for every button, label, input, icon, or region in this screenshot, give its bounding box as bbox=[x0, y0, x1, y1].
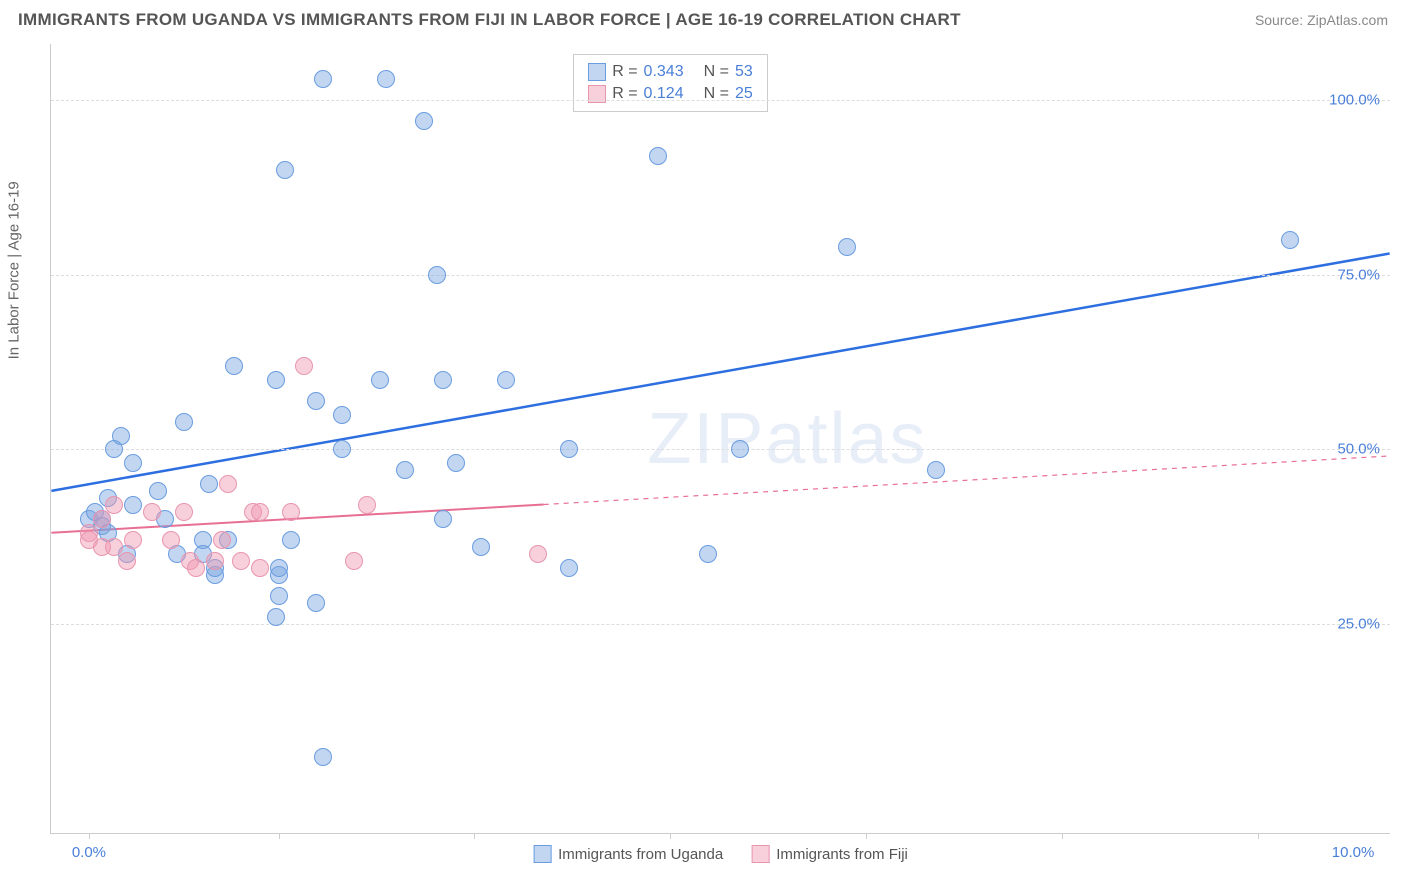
x-tick-mark bbox=[279, 833, 280, 839]
legend-n-value: 53 bbox=[735, 63, 753, 81]
data-point-uganda bbox=[149, 482, 167, 500]
data-point-fiji bbox=[295, 357, 313, 375]
x-tick-mark bbox=[474, 833, 475, 839]
x-tick-label: 10.0% bbox=[1332, 844, 1375, 861]
data-point-fiji bbox=[219, 475, 237, 493]
y-tick-label: 25.0% bbox=[1337, 616, 1380, 633]
legend-series-name: Immigrants from Fiji bbox=[776, 846, 908, 863]
data-point-uganda bbox=[731, 440, 749, 458]
data-point-uganda bbox=[415, 112, 433, 130]
data-point-uganda bbox=[560, 440, 578, 458]
x-tick-label: 0.0% bbox=[72, 844, 106, 861]
data-point-fiji bbox=[118, 552, 136, 570]
x-tick-mark bbox=[670, 833, 671, 839]
data-point-uganda bbox=[472, 538, 490, 556]
data-point-uganda bbox=[838, 238, 856, 256]
data-point-uganda bbox=[649, 147, 667, 165]
gridline bbox=[51, 100, 1390, 101]
data-point-fiji bbox=[529, 545, 547, 563]
x-tick-mark bbox=[1258, 833, 1259, 839]
x-tick-mark bbox=[89, 833, 90, 839]
data-point-fiji bbox=[232, 552, 250, 570]
data-point-uganda bbox=[200, 475, 218, 493]
data-point-uganda bbox=[270, 559, 288, 577]
data-point-fiji bbox=[105, 496, 123, 514]
data-point-uganda bbox=[314, 70, 332, 88]
x-tick-mark bbox=[1062, 833, 1063, 839]
data-point-uganda bbox=[124, 496, 142, 514]
legend-n-label: N = bbox=[704, 63, 729, 81]
data-point-uganda bbox=[1281, 231, 1299, 249]
gridline bbox=[51, 275, 1390, 276]
legend-item-uganda: Immigrants from Uganda bbox=[533, 845, 723, 863]
source-attribution: Source: ZipAtlas.com bbox=[1255, 12, 1388, 28]
trend-line-uganda bbox=[51, 253, 1389, 490]
legend-r-label: R = bbox=[612, 63, 637, 81]
data-point-fiji bbox=[124, 531, 142, 549]
legend-series-name: Immigrants from Uganda bbox=[558, 846, 723, 863]
gridline bbox=[51, 449, 1390, 450]
data-point-uganda bbox=[276, 161, 294, 179]
data-point-fiji bbox=[93, 510, 111, 528]
data-point-uganda bbox=[267, 608, 285, 626]
gridline bbox=[51, 624, 1390, 625]
data-point-uganda bbox=[333, 440, 351, 458]
trend-lines-svg bbox=[51, 44, 1390, 833]
data-point-uganda bbox=[927, 461, 945, 479]
data-point-fiji bbox=[143, 503, 161, 521]
legend-swatch-icon bbox=[751, 845, 769, 863]
stats-legend-row-fiji: R = 0.124N = 25 bbox=[588, 83, 753, 105]
data-point-fiji bbox=[282, 503, 300, 521]
data-point-uganda bbox=[175, 413, 193, 431]
stats-legend: R = 0.343 N = 53 R = 0.124N = 25 bbox=[573, 54, 768, 112]
y-tick-label: 50.0% bbox=[1337, 441, 1380, 458]
data-point-uganda bbox=[434, 510, 452, 528]
data-point-uganda bbox=[314, 748, 332, 766]
data-point-uganda bbox=[333, 406, 351, 424]
watermark: ZIPatlas bbox=[647, 398, 927, 480]
y-axis-label: In Labor Force | Age 16-19 bbox=[6, 181, 23, 359]
trend-line-dashed-fiji bbox=[544, 456, 1390, 505]
y-tick-label: 75.0% bbox=[1337, 266, 1380, 283]
data-point-uganda bbox=[267, 371, 285, 389]
data-point-uganda bbox=[497, 371, 515, 389]
chart-plot-area: ZIPatlas R = 0.343N = 53R = 0.124N = 25 … bbox=[50, 44, 1390, 834]
data-point-uganda bbox=[307, 594, 325, 612]
data-point-uganda bbox=[124, 454, 142, 472]
y-tick-label: 100.0% bbox=[1329, 91, 1380, 108]
data-point-uganda bbox=[282, 531, 300, 549]
data-point-uganda bbox=[377, 70, 395, 88]
chart-header: IMMIGRANTS FROM UGANDA VS IMMIGRANTS FRO… bbox=[0, 0, 1406, 38]
data-point-uganda bbox=[396, 461, 414, 479]
data-point-uganda bbox=[307, 392, 325, 410]
data-point-fiji bbox=[206, 552, 224, 570]
data-point-uganda bbox=[428, 266, 446, 284]
chart-title: IMMIGRANTS FROM UGANDA VS IMMIGRANTS FRO… bbox=[18, 10, 961, 30]
data-point-fiji bbox=[175, 503, 193, 521]
data-point-uganda bbox=[371, 371, 389, 389]
legend-swatch-icon bbox=[588, 63, 606, 81]
data-point-fiji bbox=[162, 531, 180, 549]
legend-swatch-icon bbox=[533, 845, 551, 863]
legend-r-value: 0.343 bbox=[644, 63, 684, 81]
stats-legend-row-uganda: R = 0.343 N = 53 bbox=[588, 61, 753, 83]
data-point-fiji bbox=[187, 559, 205, 577]
series-legend: Immigrants from Uganda Immigrants from Fi… bbox=[533, 845, 908, 863]
data-point-fiji bbox=[251, 503, 269, 521]
data-point-fiji bbox=[345, 552, 363, 570]
data-point-fiji bbox=[358, 496, 376, 514]
x-tick-mark bbox=[866, 833, 867, 839]
data-point-uganda bbox=[699, 545, 717, 563]
data-point-fiji bbox=[213, 531, 231, 549]
data-point-uganda bbox=[112, 427, 130, 445]
legend-item-fiji: Immigrants from Fiji bbox=[751, 845, 908, 863]
data-point-uganda bbox=[225, 357, 243, 375]
data-point-uganda bbox=[434, 371, 452, 389]
data-point-uganda bbox=[270, 587, 288, 605]
data-point-uganda bbox=[560, 559, 578, 577]
data-point-uganda bbox=[447, 454, 465, 472]
data-point-fiji bbox=[251, 559, 269, 577]
